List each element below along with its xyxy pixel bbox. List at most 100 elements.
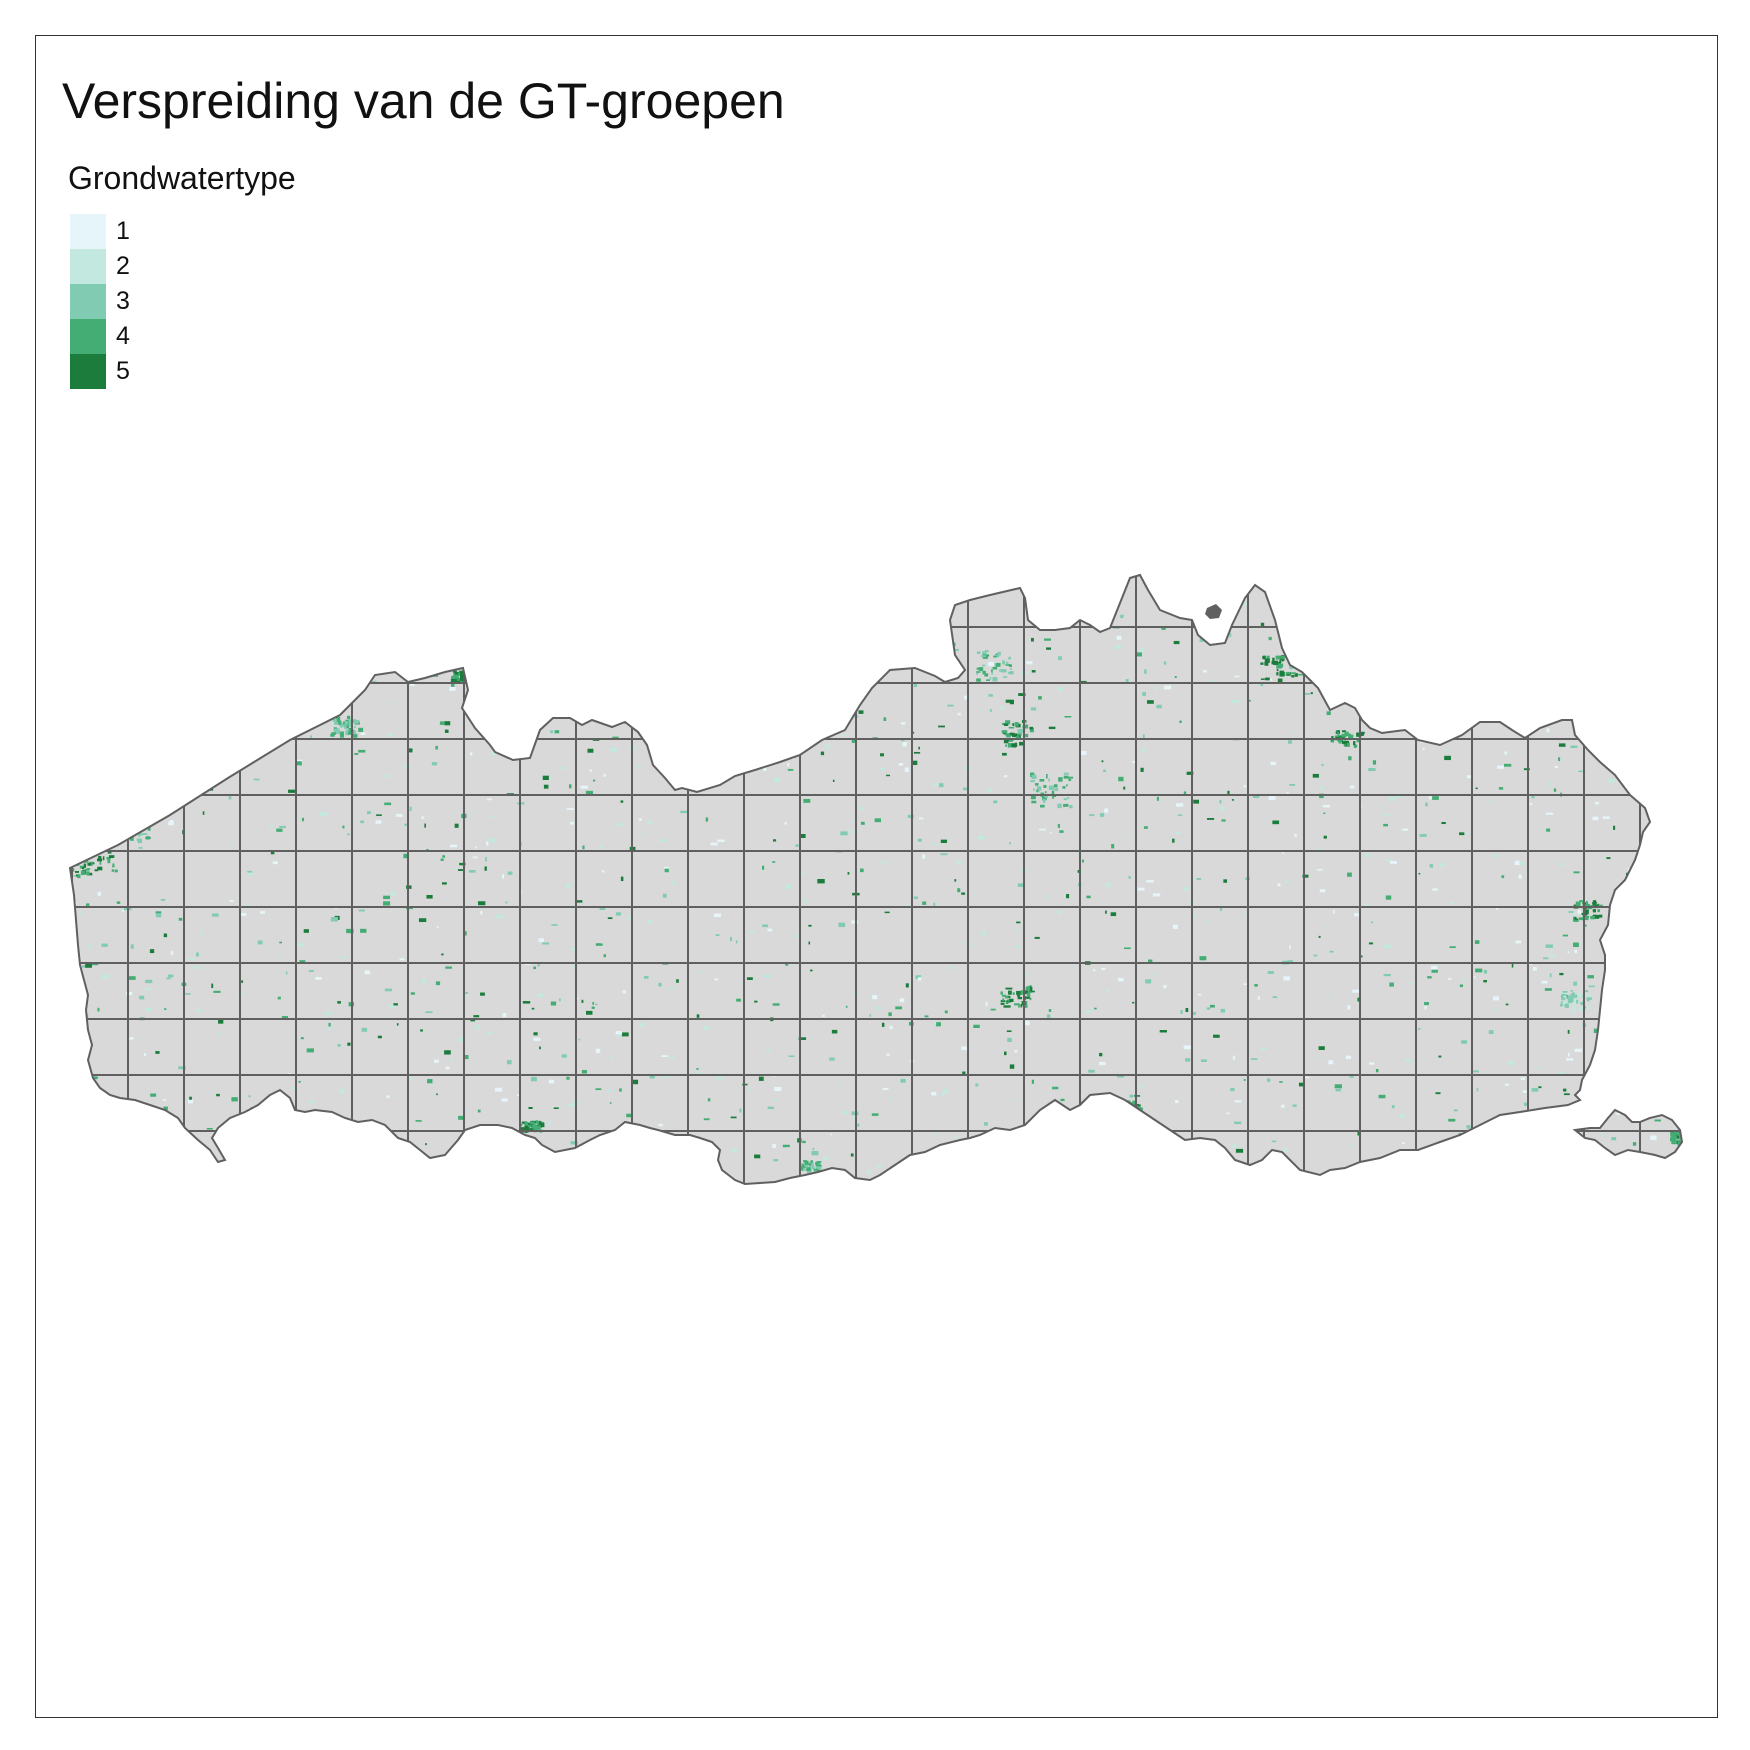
gt-patch [1439,642,1447,647]
gt-patch [94,850,99,854]
gt-patch [1645,603,1652,607]
gt-patch [1129,1094,1134,1098]
gt-patch [1083,1103,1090,1105]
gt-patch [1106,988,1110,993]
gt-patch [794,935,802,938]
gt-patch [644,975,649,979]
gt-patch [532,683,539,688]
gt-patch [1148,959,1153,964]
gt-patch [528,1106,533,1109]
gt-patch [612,1152,617,1155]
gt-patch [354,752,359,755]
gt-patch [954,648,959,652]
gt-patch [248,1095,251,1098]
gt-patch [1668,960,1671,964]
gt-patch [1489,717,1492,720]
gt-patch [1408,982,1415,984]
gt-patch [118,836,122,841]
gt-patch [1617,968,1620,972]
gt-patch [1126,1105,1132,1110]
gt-patch [1127,1133,1134,1138]
gt-patch [137,838,142,844]
gt-patch [564,708,567,712]
gt-patch [887,1171,894,1176]
gt-patch [263,1135,266,1140]
gt-patch [766,740,770,745]
gt-patch [1085,1009,1090,1014]
gt-patch [1040,804,1045,808]
gt-patch [563,614,568,617]
gt-patch [957,888,961,893]
gt-patch [333,727,337,730]
gt-patch [384,988,392,992]
gt-patch [977,835,985,840]
gt-patch [360,732,366,736]
gt-patch [1321,763,1324,767]
gt-patch [1619,966,1623,970]
gt-patch [78,911,82,915]
gt-patch [1350,785,1355,789]
gt-patch [1587,975,1594,979]
gt-patch [803,1160,807,1163]
gt-patch [209,763,216,767]
gt-patch [1615,989,1620,992]
gt-patch [788,1055,795,1058]
gt-patch [1003,676,1008,678]
gt-patch [178,917,183,921]
gt-patch [901,739,905,742]
gt-patch [491,751,497,756]
gt-patch [676,979,679,983]
gt-patch [311,1118,317,1123]
gt-patch [1114,644,1122,649]
gt-patch [1269,678,1273,681]
gt-patch [1438,1055,1442,1058]
gt-patch [440,858,444,861]
gt-patch [1001,752,1007,756]
gt-patch [1221,819,1226,822]
gt-patch [944,1010,948,1014]
gt-patch [1000,706,1005,710]
gt-patch [526,1127,530,1132]
gt-patch [918,608,921,611]
gt-patch [1493,687,1496,692]
gt-patch [1606,857,1611,860]
gt-patch [586,626,592,630]
gt-patch [463,607,466,612]
gt-patch [658,982,662,987]
gt-patch [162,1099,167,1101]
gt-patch [961,942,964,945]
legend-swatch-5 [70,354,106,389]
gt-patch [435,624,439,627]
gt-patch [1605,695,1613,697]
gt-patch [1302,874,1309,878]
gt-patch [399,958,405,961]
gt-patch [504,672,512,675]
gt-patch [1354,913,1359,917]
gt-patch [1024,996,1030,999]
gt-patch [1453,1109,1458,1112]
gt-patch [122,673,129,676]
gt-patch [296,943,304,947]
gt-patch [1645,1016,1653,1020]
gt-patch [1007,999,1011,1003]
gt-patch [1501,649,1504,654]
gt-patch [904,767,909,772]
gt-patch [815,1164,820,1169]
gt-patch [1056,687,1063,691]
gt-patch [94,769,98,771]
gt-patch [1627,980,1632,984]
gt-patch [1264,658,1270,663]
gt-patch [1378,718,1385,722]
gt-patch [142,650,147,655]
gt-patch [1045,608,1051,612]
gt-patch [1671,1135,1677,1140]
gt-patch [1163,661,1167,665]
gt-patch [893,1179,897,1183]
gt-patch [1378,1094,1386,1099]
gt-patch [253,778,260,781]
gt-patch [1562,991,1568,993]
gt-patch [1079,602,1084,605]
gt-patch [1582,911,1588,916]
gt-patch [1624,991,1629,995]
gt-patch [282,1125,286,1130]
